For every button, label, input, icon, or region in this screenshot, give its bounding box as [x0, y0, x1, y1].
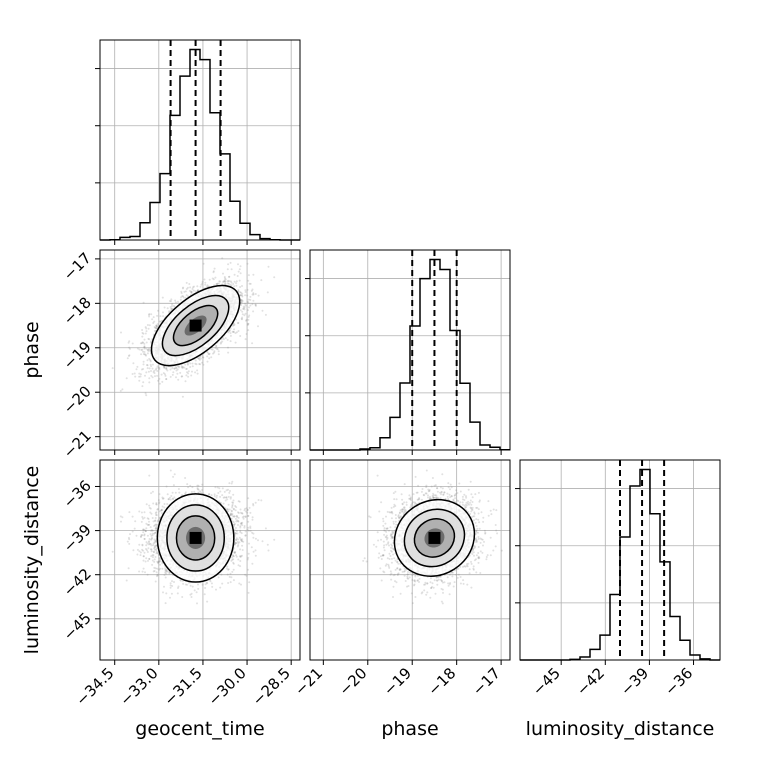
y-tick-label: −39: [60, 521, 95, 556]
contour-line: [166, 504, 226, 572]
panel-frame: [309, 249, 511, 451]
contour-line: [175, 515, 216, 561]
x-tick-label: −21: [291, 664, 326, 699]
y-tick-label: −42: [60, 565, 95, 600]
panel-frame: [99, 459, 301, 661]
x-tick-label: −45: [529, 664, 564, 699]
scatter-points: [362, 469, 503, 605]
histogram-step-geocent_time: [100, 48, 300, 241]
x-tick-label: −34.5: [72, 664, 117, 709]
histogram-panel-geocent_time: [95, 39, 301, 245]
density-peak: [428, 531, 441, 544]
scatter-points: [111, 257, 276, 398]
panel-frame: [519, 459, 721, 661]
y-tick-label: −20: [60, 382, 95, 417]
x-tick-label: −17: [469, 664, 504, 699]
x-tick-label: −31.5: [161, 664, 206, 709]
scatter-panel-phase-vs-luminosity_distance: [309, 459, 511, 665]
x-tick-label: −39: [617, 664, 652, 699]
x-tick-label: −33.0: [116, 664, 161, 709]
contour-line: [393, 498, 476, 577]
panel-frame: [309, 459, 511, 661]
y-tick-label: −17: [60, 249, 95, 284]
histogram-panel-phase: [305, 249, 511, 455]
scatter-points: [111, 469, 276, 605]
y-tick-label: −19: [60, 338, 95, 373]
x-tick-label: −18: [424, 664, 459, 699]
x-tick-label: −42: [573, 664, 608, 699]
x-axis-label-luminosity-distance: luminosity_distance: [526, 718, 715, 740]
x-tick-label: −36: [661, 664, 696, 699]
x-tick-label: −30.0: [205, 664, 250, 709]
histogram-step-phase: [310, 258, 510, 451]
contour-line: [161, 294, 230, 357]
density-peak: [189, 531, 202, 544]
density-peak: [189, 319, 202, 332]
y-tick-label: −21: [60, 427, 95, 462]
contour-line: [413, 518, 456, 558]
contour-line: [172, 304, 219, 347]
y-axis-label-phase: phase: [21, 321, 43, 378]
x-axis-label-phase: phase: [381, 718, 438, 740]
x-axis-label-geocent-time: geocent_time: [135, 718, 264, 740]
panel-frame: [99, 39, 301, 241]
scatter-panel-geocent_time-vs-phase: −21 −20 −19 −18 −17: [60, 249, 301, 462]
x-tick-label: −28.5: [249, 664, 294, 709]
y-tick-label: −45: [60, 609, 95, 644]
histogram-step-luminosity_distance: [520, 468, 720, 661]
contour-line: [403, 508, 466, 568]
y-axis-label-luminosity-distance: luminosity_distance: [21, 466, 43, 655]
x-tick-label: −20: [335, 664, 370, 699]
panel-frame: [99, 249, 301, 451]
histogram-panel-luminosity_distance: [515, 459, 721, 665]
y-tick-label: −18: [60, 293, 95, 328]
y-tick-label: −36: [60, 477, 95, 512]
scatter-panel-geocent_time-vs-luminosity_distance: −45 −42 −39 −36: [60, 459, 301, 665]
x-tick-label: −19: [380, 664, 415, 699]
contour-line: [156, 493, 235, 583]
contour-line: [150, 284, 241, 367]
